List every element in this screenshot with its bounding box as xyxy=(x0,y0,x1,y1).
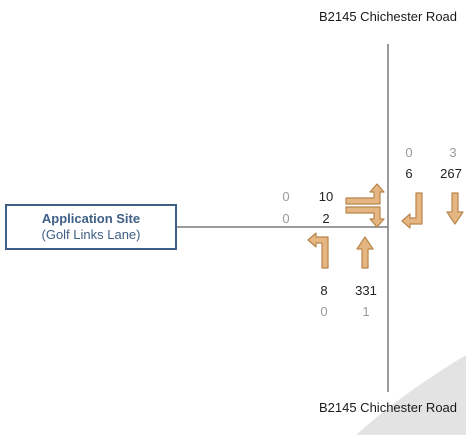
north-right-turn-arrow xyxy=(401,192,423,229)
south-left-turn-count: 8 xyxy=(320,283,328,298)
south-road-label: B2145 Chichester Road xyxy=(318,400,458,415)
south-ahead-count: 331 xyxy=(355,283,377,298)
west-left-turn-arrow xyxy=(345,183,385,205)
application-site-box: Application Site (Golf Links Lane) xyxy=(5,204,177,250)
site-title: Application Site xyxy=(41,211,141,226)
site-subtitle: (Golf Links Lane) xyxy=(41,227,141,242)
south-ahead-arrow xyxy=(356,236,374,269)
north-ahead-arrow xyxy=(446,192,464,225)
south-left-turn-arrow xyxy=(307,232,329,269)
north-ahead-count: 267 xyxy=(440,166,462,181)
north-ahead-grey-count: 3 xyxy=(449,145,457,160)
west-right-turn-grey-count: 0 xyxy=(282,211,290,226)
north-right-turn-grey-count: 0 xyxy=(405,145,413,160)
west-left-turn-grey-count: 0 xyxy=(282,189,290,204)
north-road-label: B2145 Chichester Road xyxy=(318,9,458,24)
west-right-turn-arrow xyxy=(345,206,385,228)
background-curve xyxy=(356,355,466,435)
south-left-turn-grey-count: 0 xyxy=(320,304,328,319)
west-right-turn-count: 2 xyxy=(322,211,330,226)
north-right-turn-count: 6 xyxy=(405,166,413,181)
west-left-turn-count: 10 xyxy=(318,189,334,204)
south-ahead-grey-count: 1 xyxy=(362,304,370,319)
